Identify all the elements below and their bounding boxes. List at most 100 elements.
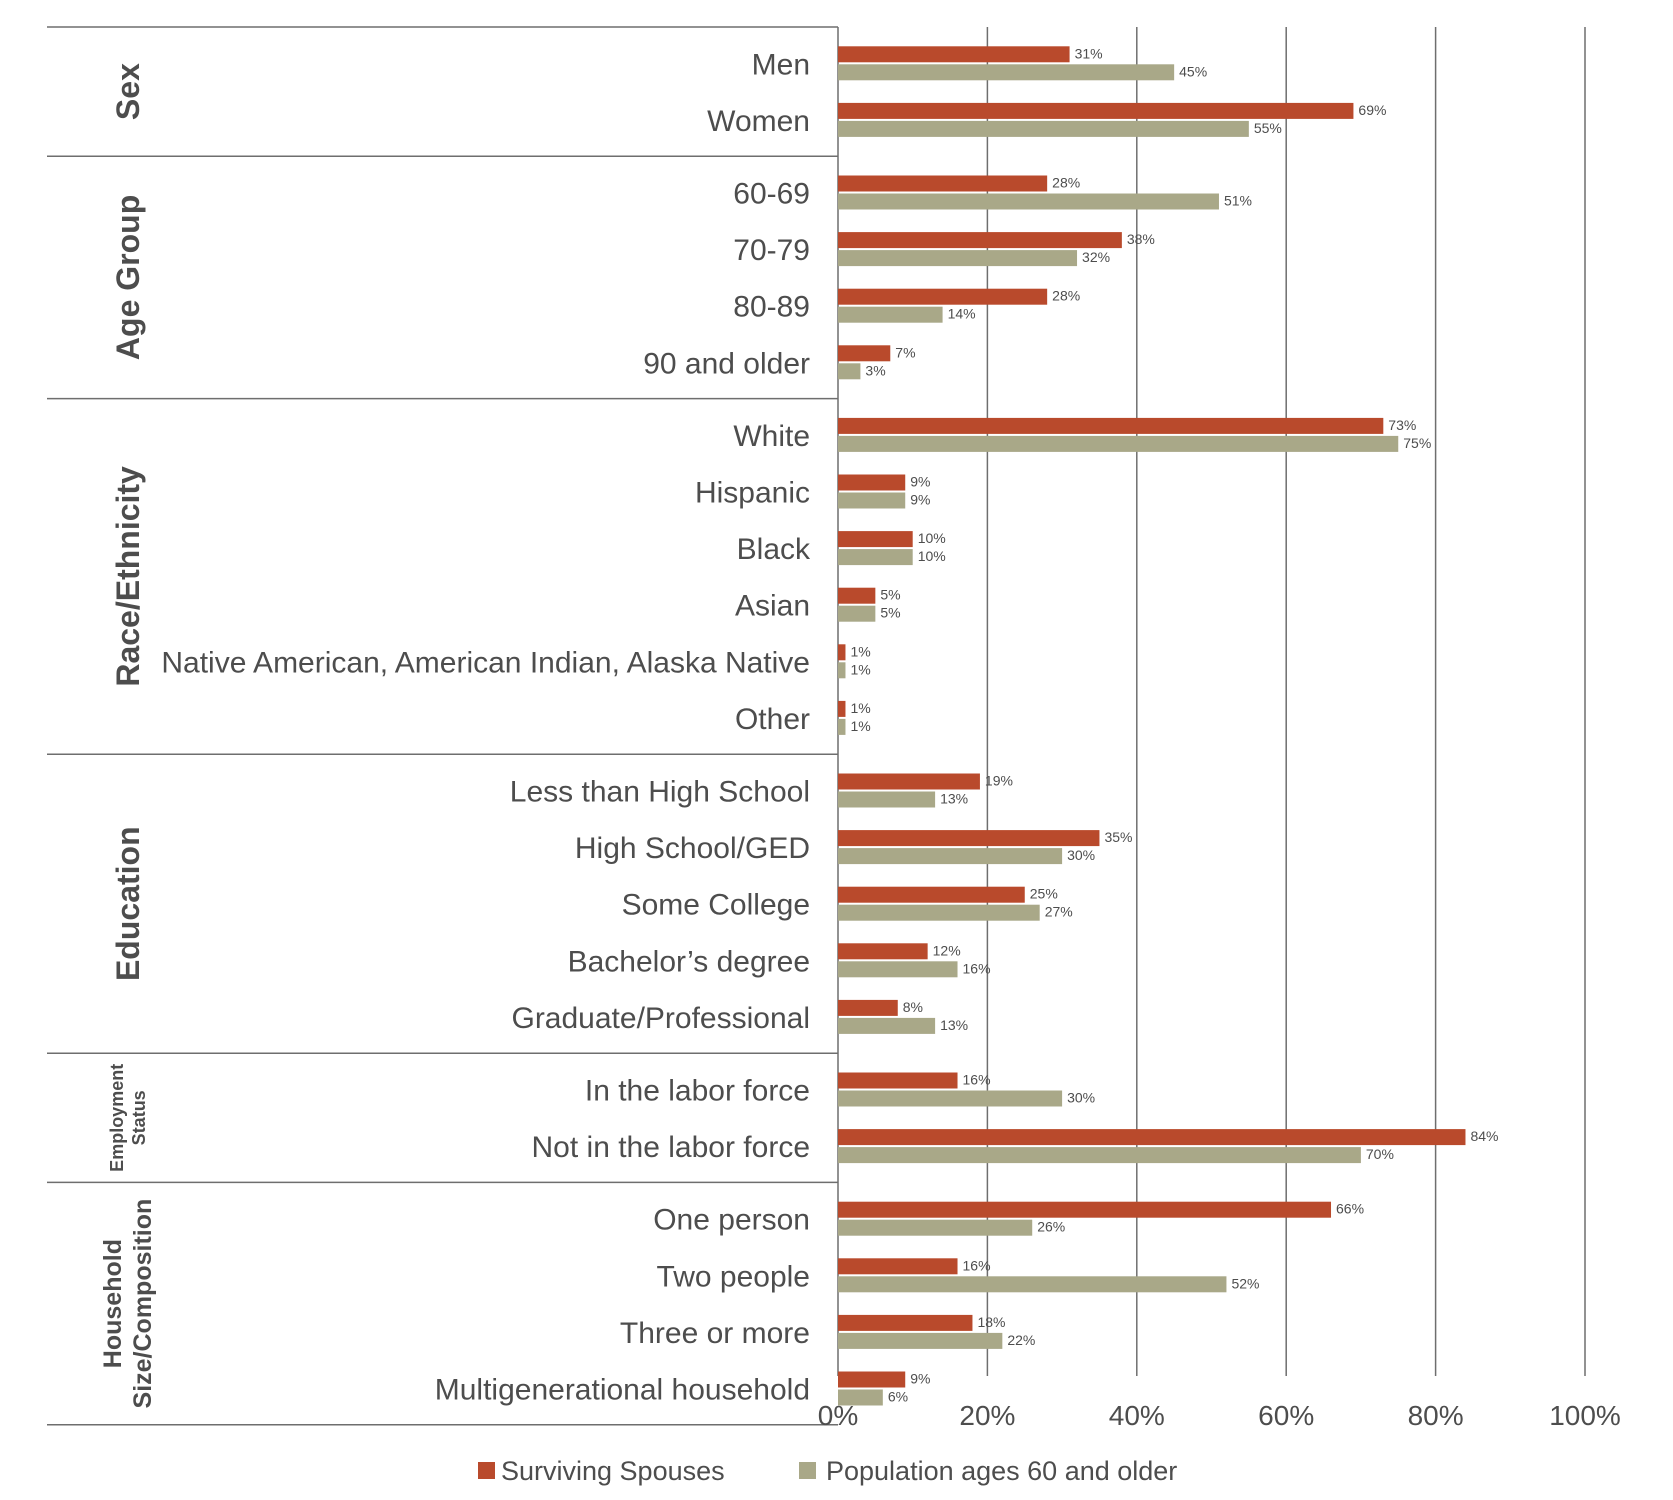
bar: [838, 644, 846, 661]
bar: [838, 1147, 1361, 1164]
value-label: 9%: [910, 492, 930, 508]
value-label: 70%: [1366, 1146, 1394, 1162]
value-label: 10%: [918, 548, 946, 564]
value-label: 84%: [1470, 1128, 1498, 1144]
bar: [838, 306, 943, 323]
value-label: 32%: [1082, 249, 1110, 265]
value-label: 3%: [865, 362, 885, 378]
tick-label: 80%: [1408, 1400, 1464, 1431]
bar: [838, 662, 846, 679]
value-label: 6%: [888, 1389, 908, 1405]
bar: [838, 1090, 1063, 1107]
value-label: 13%: [940, 791, 968, 807]
bar: [838, 1017, 936, 1034]
value-label: 9%: [910, 474, 930, 490]
bar: [838, 1276, 1227, 1293]
legend-label: Surviving Spouses: [501, 1456, 725, 1486]
bar: [838, 1201, 1332, 1218]
category-label: Not in the labor force: [532, 1131, 810, 1164]
category-label: High School/GED: [575, 832, 810, 865]
category-label: Graduate/Professional: [511, 1002, 810, 1035]
category-label: Two people: [657, 1260, 810, 1293]
category-label: Other: [735, 703, 810, 736]
bar: [838, 232, 1122, 249]
value-label: 52%: [1231, 1275, 1259, 1291]
bar: [838, 773, 980, 790]
category-label: Men: [752, 48, 810, 81]
group-labels: Sex Age Group Race/Ethnicity Education Emplo…: [99, 63, 157, 1409]
category-label: Three or more: [620, 1317, 810, 1350]
category-label: Less than High School: [510, 776, 810, 809]
tick-label: 0%: [818, 1400, 858, 1431]
tick-label: 40%: [1109, 1400, 1165, 1431]
category-label: Native American, American Indian, Alaska…: [161, 646, 810, 679]
category-labels: Men Women 60-69 70-79 80-89 90 and older White…: [161, 48, 811, 1406]
group-label: Household: [99, 1239, 127, 1368]
value-label: 1%: [850, 643, 870, 659]
value-label: 51%: [1224, 193, 1252, 209]
bar: [838, 531, 913, 548]
value-label: 12%: [933, 942, 961, 958]
bar: [838, 492, 906, 509]
bar: [838, 587, 876, 604]
bar: [838, 700, 846, 717]
value-label: 16%: [963, 1072, 991, 1088]
bar: [838, 1072, 958, 1089]
bar: [838, 961, 958, 978]
bar: [838, 102, 1354, 119]
bar: [838, 848, 1063, 865]
value-label: 14%: [948, 306, 976, 322]
bars: [838, 46, 1466, 1406]
value-label: 30%: [1067, 847, 1095, 863]
value-label: 5%: [880, 587, 900, 603]
bar: [838, 363, 861, 380]
value-label: 31%: [1075, 45, 1103, 61]
value-label: 7%: [895, 344, 915, 360]
value-label: 35%: [1104, 829, 1132, 845]
value-label: 10%: [918, 530, 946, 546]
category-label: In the labor force: [585, 1075, 810, 1108]
bar: [838, 1389, 883, 1406]
bar: [838, 1314, 973, 1331]
tick-label: 20%: [959, 1400, 1015, 1431]
group-label: Employment: [107, 1064, 127, 1172]
bar: [838, 417, 1384, 434]
value-label: 26%: [1037, 1219, 1065, 1235]
value-label: 25%: [1030, 886, 1058, 902]
group-label: Sex: [110, 63, 146, 120]
group-label: Size/Composition: [129, 1199, 157, 1409]
bar: [838, 549, 913, 566]
bar: [838, 718, 846, 735]
value-label: 18%: [977, 1314, 1005, 1330]
category-label: Bachelor’s degree: [568, 945, 810, 978]
bar: [838, 1129, 1466, 1146]
value-label: 28%: [1052, 288, 1080, 304]
group-label: Age Group: [110, 195, 146, 360]
value-label: 75%: [1403, 435, 1431, 451]
group-label: Race/Ethnicity: [110, 466, 146, 687]
value-label: 13%: [940, 1017, 968, 1033]
category-label: 70-79: [733, 234, 810, 267]
bar: [838, 435, 1399, 452]
category-label: Asian: [735, 590, 810, 623]
value-label: 73%: [1388, 417, 1416, 433]
value-label: 5%: [880, 605, 900, 621]
value-label: 19%: [985, 773, 1013, 789]
bar: [838, 904, 1040, 921]
value-label: 16%: [963, 1257, 991, 1273]
value-label: 8%: [903, 999, 923, 1015]
category-label: Some College: [622, 889, 810, 922]
value-label: 1%: [850, 700, 870, 716]
bar: [838, 791, 936, 808]
bar: [838, 250, 1078, 267]
bar: [838, 1258, 958, 1275]
category-label: Women: [707, 105, 810, 138]
bar: [838, 193, 1219, 210]
category-label: 90 and older: [643, 347, 810, 380]
bar: [838, 886, 1025, 903]
bar: [838, 64, 1175, 81]
x-axis-ticks: 0% 20% 40% 60% 80% 100%: [818, 1400, 1621, 1431]
tick-label: 60%: [1258, 1400, 1314, 1431]
value-label: 55%: [1254, 120, 1282, 136]
